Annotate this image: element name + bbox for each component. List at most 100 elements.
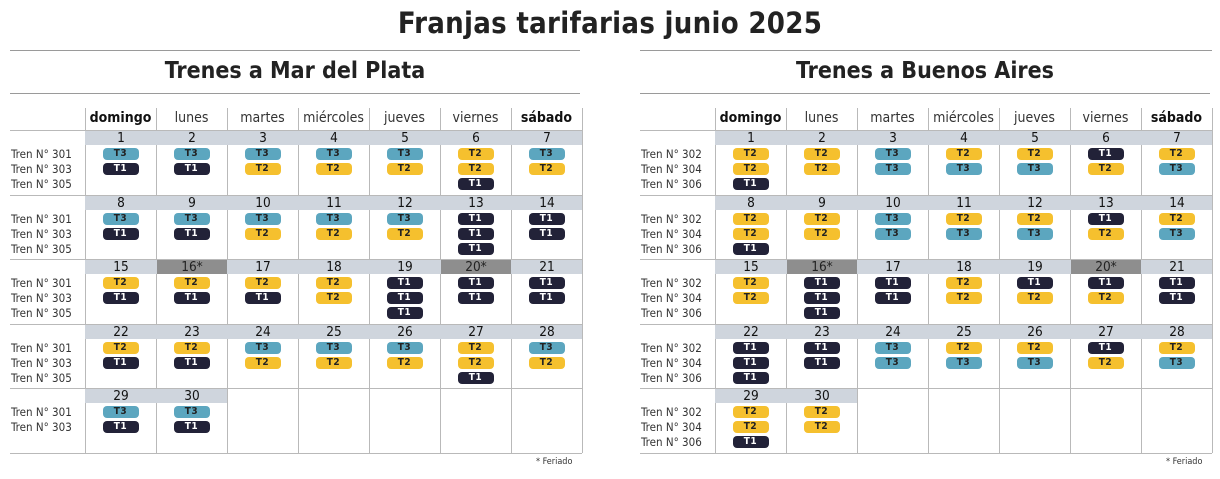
train-label: Tren N° 304 bbox=[641, 162, 702, 176]
date-number: 11 bbox=[326, 194, 342, 211]
fare-band-badge: T3 bbox=[874, 341, 911, 354]
fare-band-badge: T1 bbox=[386, 277, 423, 289]
date-band bbox=[85, 389, 227, 403]
grid-hline bbox=[10, 194, 582, 196]
grid-hline bbox=[640, 194, 1212, 196]
fare-band-badge: T1 bbox=[173, 421, 210, 433]
fare-band-badge: T2 bbox=[173, 277, 210, 289]
grid-vline bbox=[928, 108, 929, 453]
fare-band-badge: T3 bbox=[945, 227, 982, 240]
holiday-date: 16* bbox=[157, 260, 227, 274]
date-number: 30 bbox=[184, 388, 200, 404]
train-label: Tren N° 304 bbox=[641, 226, 702, 241]
grid-vline bbox=[156, 108, 157, 453]
date-number: 7 bbox=[543, 130, 551, 146]
date-number: 7 bbox=[1173, 130, 1181, 146]
fare-band-badge: T3 bbox=[945, 356, 982, 369]
date-number: 27 bbox=[1098, 323, 1114, 340]
fare-band-badge: T3 bbox=[173, 212, 210, 225]
grid-hline bbox=[640, 452, 1212, 454]
train-label: Tren N° 304 bbox=[641, 291, 702, 305]
fare-band-badge: T1 bbox=[874, 277, 911, 289]
fare-band-badge: T2 bbox=[315, 277, 352, 289]
day-header-6: sábado bbox=[1150, 110, 1203, 126]
fare-band-badge: T1 bbox=[102, 421, 139, 433]
fare-band-badge: T2 bbox=[244, 227, 281, 240]
date-number: 24 bbox=[255, 323, 271, 340]
date-number: 17 bbox=[255, 259, 271, 275]
fare-band-badge: T2 bbox=[945, 148, 982, 160]
fare-band-badge: T2 bbox=[102, 277, 139, 289]
fare-band-badge: T3 bbox=[386, 212, 423, 225]
fare-band-badge: T2 bbox=[732, 227, 769, 240]
fare-band-badge: T2 bbox=[315, 356, 352, 369]
date-number: 11 bbox=[956, 194, 972, 211]
date-number: 12 bbox=[397, 194, 413, 211]
fare-band-badge: T2 bbox=[528, 163, 565, 175]
date-number: 1 bbox=[117, 130, 125, 146]
fare-band-badge: T2 bbox=[386, 356, 423, 369]
date-number: 6 bbox=[472, 130, 480, 146]
fare-band-badge: T1 bbox=[1158, 277, 1195, 289]
fare-band-badge: T3 bbox=[874, 212, 911, 225]
date-number: 25 bbox=[326, 323, 342, 340]
grid-vline bbox=[857, 108, 858, 453]
fare-band-badge: T2 bbox=[1087, 292, 1124, 304]
fare-band-badge: T3 bbox=[874, 163, 911, 175]
title-divider-right bbox=[640, 50, 1212, 51]
train-label: Tren N° 306 bbox=[641, 370, 702, 385]
train-label: Tren N° 306 bbox=[641, 306, 702, 320]
holiday-date: 20* bbox=[1071, 260, 1141, 274]
date-number: 29 bbox=[113, 388, 129, 404]
train-label: Tren N° 305 bbox=[11, 241, 72, 256]
fare-band-badge: T3 bbox=[173, 148, 210, 160]
train-label: Tren N° 303 bbox=[11, 226, 72, 241]
date-number: 18 bbox=[326, 259, 342, 275]
fare-band-badge: T2 bbox=[1016, 212, 1053, 225]
fare-band-badge: T1 bbox=[102, 292, 139, 304]
date-number: 5 bbox=[401, 130, 409, 146]
fare-band-badge: T2 bbox=[315, 227, 352, 240]
day-header-5: viernes bbox=[1082, 110, 1129, 126]
date-number: 19 bbox=[397, 259, 413, 275]
date-number: 9 bbox=[188, 194, 196, 211]
fare-band-badge: T2 bbox=[244, 356, 281, 369]
train-label: Tren N° 302 bbox=[641, 340, 702, 355]
fare-band-badge: T3 bbox=[874, 148, 911, 160]
footnote-feriado-left: * Feriado bbox=[536, 457, 573, 467]
grid-vline bbox=[582, 108, 583, 453]
grid-vline bbox=[1212, 108, 1213, 453]
date-number: 23 bbox=[184, 323, 200, 340]
fare-band-badge: T1 bbox=[173, 163, 210, 175]
date-number: 12 bbox=[1027, 194, 1043, 211]
fare-band-badge: T2 bbox=[732, 163, 769, 175]
grid-vline bbox=[369, 108, 370, 453]
train-label: Tren N° 302 bbox=[641, 211, 702, 226]
grid-hline bbox=[10, 130, 582, 131]
fare-band-badge: T1 bbox=[173, 356, 210, 369]
date-band bbox=[85, 195, 582, 210]
day-header-3: miércoles bbox=[933, 110, 994, 126]
fare-band-badge: T1 bbox=[457, 227, 494, 240]
fare-band-badge: T1 bbox=[732, 436, 769, 448]
date-number: 14 bbox=[1169, 194, 1185, 211]
fare-band-badge: T1 bbox=[528, 292, 565, 304]
fare-band-badge: T2 bbox=[315, 163, 352, 175]
date-number: 18 bbox=[956, 259, 972, 275]
holiday-date: 16* bbox=[787, 260, 857, 274]
date-number: 26 bbox=[397, 323, 413, 340]
date-band bbox=[715, 131, 1212, 145]
date-number: 4 bbox=[960, 130, 968, 146]
fare-band-badge: T3 bbox=[386, 148, 423, 160]
grid-hline bbox=[10, 388, 582, 389]
train-label: Tren N° 301 bbox=[11, 405, 72, 419]
day-header-2: martes bbox=[870, 110, 915, 126]
date-number: 3 bbox=[889, 130, 897, 146]
date-number: 1 bbox=[747, 130, 755, 146]
fare-band-badge: T2 bbox=[457, 163, 494, 175]
fare-band-badge: T1 bbox=[102, 356, 139, 369]
day-header-0: domingo bbox=[89, 110, 152, 126]
fare-band-badge: T3 bbox=[386, 341, 423, 354]
date-number: 28 bbox=[539, 323, 555, 340]
train-label: Tren N° 303 bbox=[11, 420, 72, 434]
